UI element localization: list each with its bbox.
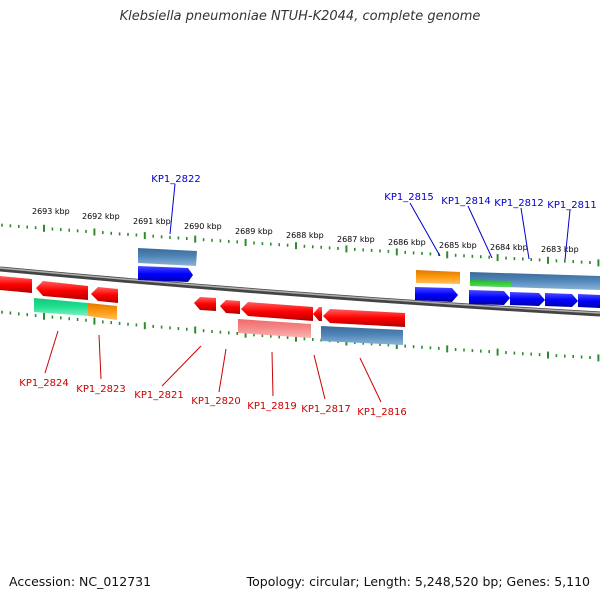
gene-label-kp1-2822: KP1_2822 [151, 174, 200, 185]
leader-line [44, 330, 59, 374]
gene-arrow [91, 287, 118, 303]
gene-label-kp1-2821: KP1_2821 [134, 390, 183, 401]
gene-feature [470, 280, 511, 287]
gene-arrow [313, 307, 322, 321]
leader-line [271, 351, 274, 397]
gene-arrow [220, 300, 240, 314]
gene-feature [238, 319, 311, 338]
gene-label-kp1-2817: KP1_2817 [301, 404, 350, 415]
gene-feature [416, 270, 460, 284]
gene-arrow [578, 294, 600, 308]
reverse-gene-labels: KP1_2824 KP1_2823 KP1_2821 KP1_2820 KP1_… [19, 330, 407, 418]
gene-feature [88, 303, 117, 320]
map-title: Klebsiella pneumoniae NTUH-K2044, comple… [119, 9, 481, 24]
gene-label-kp1-2820: KP1_2820 [191, 396, 240, 407]
scale-ruler-lower [1, 310, 600, 362]
gene-label-kp1-2812: KP1_2812 [494, 198, 543, 209]
leader-line [161, 345, 202, 387]
scale-label: 2683 kbp [541, 245, 579, 254]
scale-label: 2686 kbp [388, 238, 426, 247]
gene-feature [34, 298, 88, 316]
scale-label: 2688 kbp [286, 231, 324, 240]
scale-label: 2687 kbp [337, 235, 375, 244]
genome-summary-text: Topology: circular; Length: 5,248,520 bp… [246, 574, 590, 589]
scale-labels: 2693 kbp 2692 kbp 2691 kbp 2690 kbp 2689… [32, 207, 579, 254]
forward-strand-genes [138, 248, 600, 308]
leader-line [409, 202, 441, 257]
gene-arrow [194, 297, 216, 311]
gene-label-kp1-2824: KP1_2824 [19, 378, 68, 389]
leader-line [467, 205, 493, 259]
accession-text: Accession: NC_012731 [9, 574, 152, 589]
gene-arrow [545, 293, 578, 307]
genome-backbone-highlight [0, 267, 600, 314]
leader-line [98, 334, 102, 380]
gene-arrow [323, 309, 405, 327]
scale-label: 2690 kbp [184, 222, 222, 231]
gene-label-kp1-2815: KP1_2815 [384, 192, 433, 203]
gene-label-kp1-2811: KP1_2811 [547, 200, 596, 211]
leader-line [218, 348, 227, 393]
scale-label: 2693 kbp [32, 207, 70, 216]
gene-feature [138, 248, 197, 266]
leader-line [313, 354, 326, 400]
scale-label: 2691 kbp [133, 217, 171, 226]
gene-label-kp1-2814: KP1_2814 [441, 196, 490, 207]
scale-label: 2684 kbp [490, 243, 528, 252]
forward-gene-labels: KP1_2822 KP1_2815 KP1_2814 KP1_2812 KP1_… [151, 174, 597, 261]
leader-line [359, 357, 382, 403]
scale-ruler-upper [1, 223, 600, 267]
gene-label-kp1-2823: KP1_2823 [76, 384, 125, 395]
gene-arrow [0, 276, 32, 293]
gene-label-kp1-2816: KP1_2816 [357, 407, 406, 418]
gene-feature [321, 326, 403, 345]
scale-label: 2689 kbp [235, 227, 273, 236]
gene-arrow [36, 281, 88, 300]
gene-arrow [469, 290, 510, 305]
scale-label: 2685 kbp [439, 241, 477, 250]
leader-line [564, 209, 571, 261]
leader-line [169, 183, 176, 235]
leader-line [520, 207, 530, 260]
gene-arrow [415, 287, 458, 302]
gene-arrow [510, 292, 545, 306]
gene-arrow [241, 302, 313, 321]
genome-backbone [0, 266, 600, 317]
gene-arrow [138, 266, 193, 282]
reverse-strand-genes [0, 276, 405, 345]
gene-label-kp1-2819: KP1_2819 [247, 401, 296, 412]
scale-label: 2692 kbp [82, 212, 120, 221]
